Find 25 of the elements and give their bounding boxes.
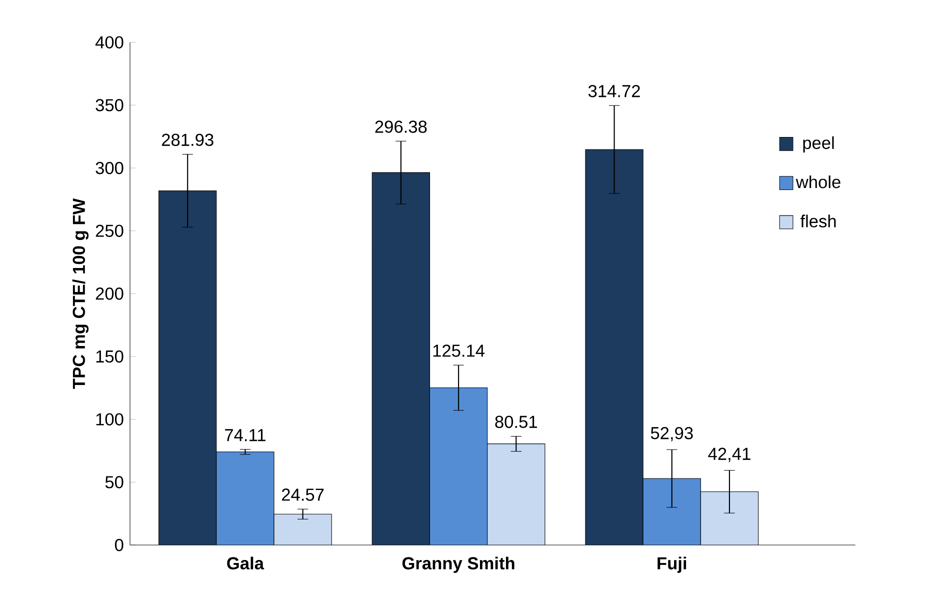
y-tick-label: 400 <box>95 36 124 48</box>
y-tick-label: 350 <box>96 99 124 112</box>
x-tick-label: Granny Smith <box>402 556 514 573</box>
y-tick-label: 250 <box>96 224 124 237</box>
data-label: 42,41 <box>708 448 750 462</box>
data-label: 296.38 <box>375 120 427 133</box>
y-tick-label: 50 <box>105 476 124 488</box>
data-label: 125.14 <box>433 344 485 357</box>
y-tick-label: 150 <box>96 350 124 363</box>
x-tick-label: Gala <box>227 556 264 570</box>
data-label: 281.93 <box>162 134 214 146</box>
data-label: 24.57 <box>282 488 324 501</box>
y-tick-label: 100 <box>96 413 124 426</box>
data-label: 314.72 <box>588 84 640 98</box>
y-tick-label: 0 <box>114 538 124 552</box>
y-tick-label: 200 <box>96 288 124 300</box>
legend-label: whole <box>796 175 840 188</box>
data-label: 80.51 <box>495 416 537 428</box>
x-tick-label: Fuji <box>658 556 686 573</box>
y-tick-label: 300 <box>96 162 124 174</box>
y-axis-title: TPC mg CTE/ 100 g FW <box>72 198 89 389</box>
legend-label: flesh <box>800 214 836 228</box>
data-label: 52,93 <box>650 426 693 442</box>
data-label: 74.11 <box>225 429 266 442</box>
legend-label: peel <box>803 136 834 152</box>
